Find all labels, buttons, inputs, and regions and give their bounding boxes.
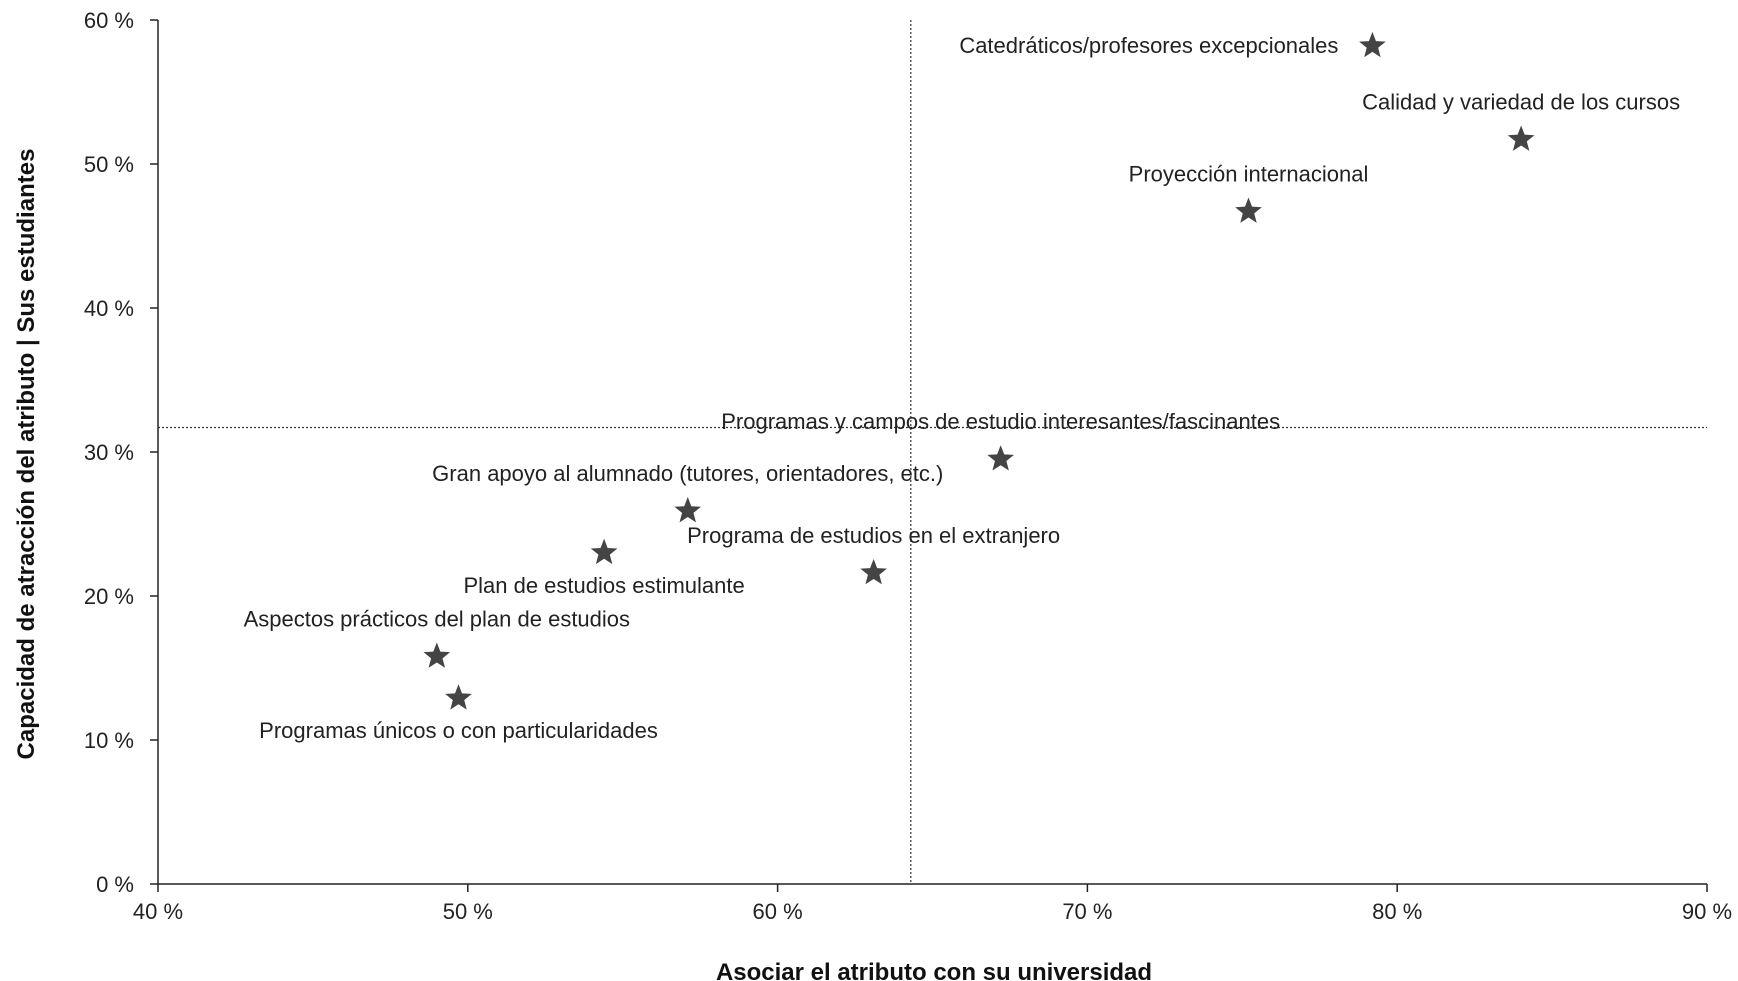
point-label: Programa de estudios en el extranjero <box>687 523 1060 548</box>
point-label: Aspectos prácticos del plan de estudios <box>244 606 630 631</box>
star-marker <box>1235 197 1262 223</box>
y-axis-title: Capacidad de atracción del atributo | Su… <box>13 149 40 760</box>
point-label: Proyección internacional <box>1129 162 1369 187</box>
star-marker <box>860 558 887 585</box>
star-marker <box>1359 31 1386 58</box>
y-tick-label: 30 % <box>84 440 134 465</box>
point-label: Catedráticos/profesores excepcionales <box>959 33 1338 58</box>
point-label: Gran apoyo al alumnado (tutores, orienta… <box>432 461 943 486</box>
star-marker <box>445 684 472 710</box>
star-marker <box>674 497 702 523</box>
star-marker <box>1507 125 1535 151</box>
axis-ticks: 40 % 50 % 60 % 70 % 80 % 90 % 0 % 10 % 20 % 30 % 4… <box>84 8 1732 924</box>
point-label: Calidad y variedad de los cursos <box>1362 90 1680 115</box>
x-tick-label: 80 % <box>1372 899 1422 924</box>
star-marker <box>590 538 618 565</box>
x-axis-title: Asociar el atributo con su universidad <box>716 959 1152 981</box>
y-tick-label: 50 % <box>84 152 134 177</box>
y-tick-label: 20 % <box>84 584 134 609</box>
x-tick-label: 70 % <box>1062 899 1112 924</box>
y-tick-label: 40 % <box>84 296 134 321</box>
y-tick-label: 60 % <box>84 8 134 33</box>
star-marker <box>987 445 1014 471</box>
point-label: Plan de estudios estimulante <box>463 573 744 598</box>
y-tick-label: 0 % <box>96 872 134 897</box>
x-tick-label: 60 % <box>753 899 803 924</box>
point-labels: Catedráticos/profesores excepcionales Cal… <box>244 33 1681 743</box>
point-label: Programas y campos de estudio interesant… <box>721 409 1280 434</box>
axes <box>157 20 1707 885</box>
point-label: Programas únicos o con particularidades <box>259 718 658 743</box>
reference-lines <box>158 20 1707 884</box>
star-marker <box>423 642 451 668</box>
x-tick-label: 50 % <box>443 899 493 924</box>
y-tick-label: 10 % <box>84 728 134 753</box>
x-tick-label: 90 % <box>1682 899 1732 924</box>
data-points <box>423 31 1535 710</box>
x-tick-label: 40 % <box>133 899 183 924</box>
